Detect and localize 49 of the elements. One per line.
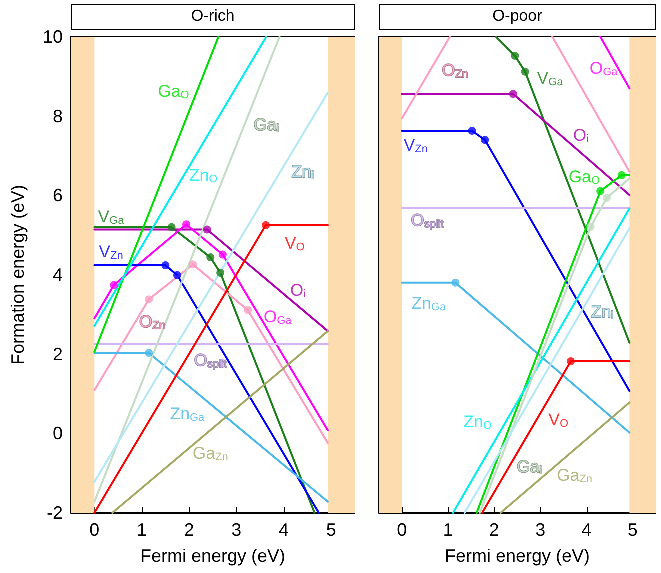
x-tick-label: 2 [184, 520, 194, 540]
y-tick-label: 4 [52, 265, 63, 285]
point [511, 52, 520, 60]
x-tick-label: 2 [489, 520, 500, 540]
point [189, 260, 198, 269]
y-tick-label: 6 [52, 186, 63, 206]
x-tick-label: 4 [582, 520, 592, 540]
point [567, 357, 576, 366]
y-tick-label: 10 [42, 27, 63, 47]
x-tick-label: 5 [326, 520, 336, 540]
x-tick-label: 3 [536, 520, 546, 540]
x-tick-label: 4 [278, 520, 290, 540]
point [586, 223, 595, 231]
point [162, 261, 170, 270]
x-tick-label: 5 [628, 520, 638, 540]
point [206, 254, 215, 262]
point [262, 221, 270, 230]
chart-title: O-poor [379, 4, 656, 30]
point [174, 271, 182, 280]
point [145, 349, 154, 358]
y-tick-label: -2 [46, 503, 63, 523]
point [521, 68, 530, 76]
point [216, 269, 225, 278]
point [110, 281, 118, 290]
y-tick-label: 0 [52, 424, 63, 444]
y-tick-label: 2 [52, 344, 63, 364]
point [509, 90, 518, 98]
point [596, 187, 605, 196]
point [168, 223, 176, 232]
x-tick-label: 1 [136, 520, 148, 540]
point [203, 226, 212, 234]
point [145, 296, 154, 304]
point [182, 220, 190, 229]
point [218, 250, 227, 259]
x-axis-title: Fermi energy (eV) [444, 546, 590, 566]
y-tick-label: 8 [52, 106, 63, 126]
point [481, 136, 490, 144]
point [244, 306, 252, 314]
x-axis-title: Fermi energy (eV) [140, 546, 286, 566]
x-tick-label: 0 [397, 520, 408, 540]
x-tick-label: 1 [443, 520, 454, 540]
y-axis-title: Formation energy (eV) [8, 184, 28, 366]
point [603, 194, 612, 202]
point [452, 278, 460, 287]
x-tick-label: 0 [90, 520, 100, 540]
chart-title: O-rich [71, 4, 355, 30]
x-tick-label: 3 [232, 520, 242, 540]
point [618, 171, 626, 180]
point [468, 127, 476, 136]
